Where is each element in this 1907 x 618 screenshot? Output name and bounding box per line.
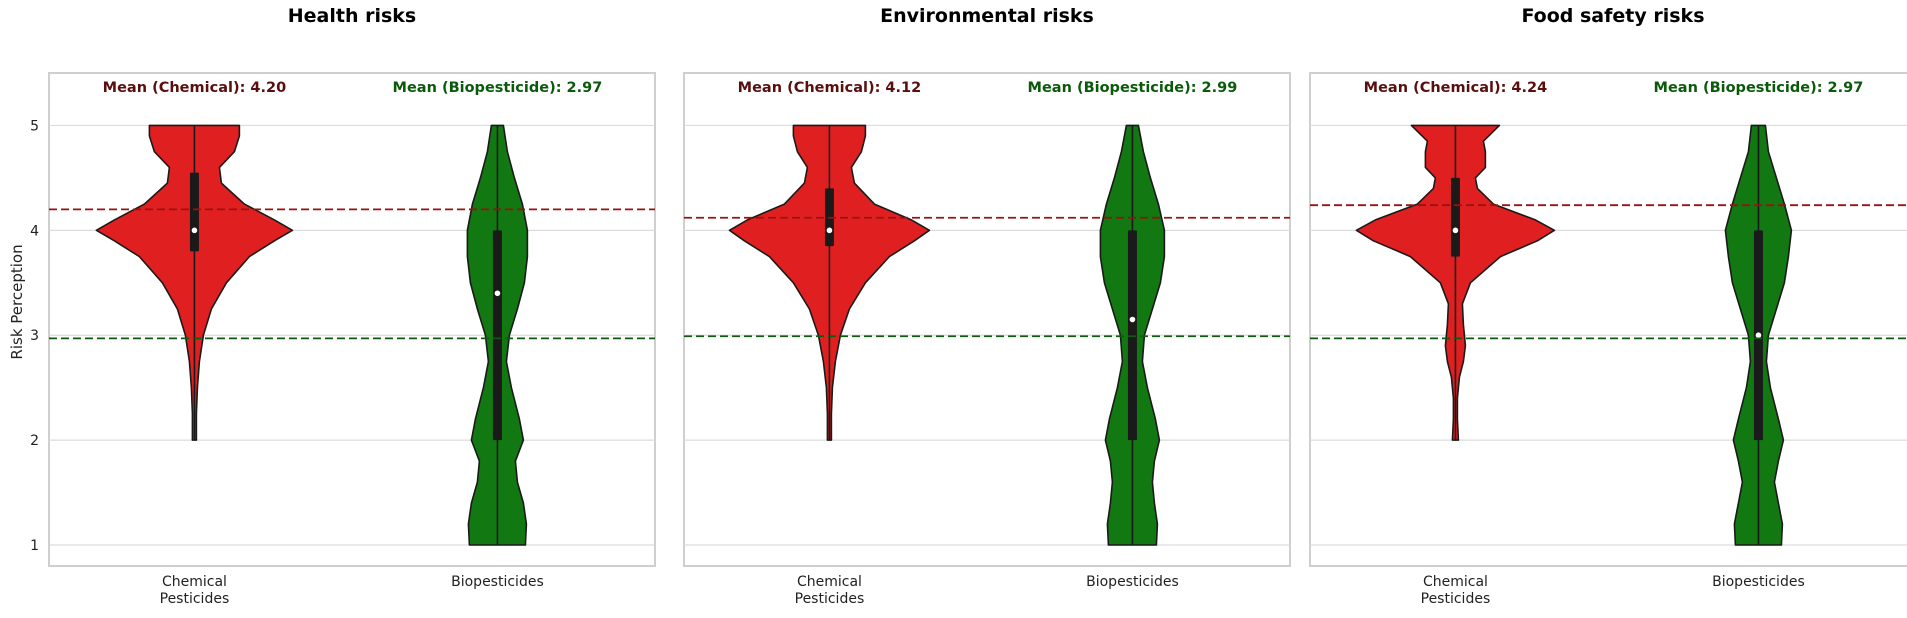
x-tick-line: Biopesticides (451, 574, 544, 590)
x-tick-label: Biopesticides (1086, 574, 1179, 590)
median-marker (494, 290, 501, 297)
x-tick-line: Pesticides (160, 591, 230, 607)
plot-area (48, 72, 656, 567)
median-marker (1129, 316, 1136, 323)
y-tick-label: 4 (30, 223, 39, 239)
panel-1: 1 2 3 4 5 Health risks Mean (Chemical): 4.20 Me… (30, 5, 656, 607)
median-marker (826, 227, 833, 234)
x-tick-line: Chemical (162, 574, 227, 590)
mean-chemical-label: Mean (Chemical): 4.20 (103, 80, 287, 96)
panels: 1 2 3 4 5 Health risks Mean (Chemical): 4.20 Me… (30, 5, 1907, 607)
x-tick-line: Pesticides (1421, 591, 1491, 607)
x-tick-line: Chemical (1423, 574, 1488, 590)
mean-biopesticide-label: Mean (Biopesticide): 2.99 (1028, 80, 1238, 96)
x-tick-label: Biopesticides (451, 574, 544, 590)
panel-title: Food safety risks (1521, 5, 1704, 27)
plot-area (683, 72, 1291, 567)
median-marker (1755, 332, 1762, 339)
y-tick-label: 5 (30, 118, 39, 134)
mean-biopesticide-label: Mean (Biopesticide): 2.97 (1654, 80, 1864, 96)
x-tick-line: Biopesticides (1712, 574, 1805, 590)
iqr-box (1127, 230, 1137, 441)
panel-3: Food safety risks Mean (Chemical): 4.24 Me… (1309, 5, 1907, 607)
iqr-box (189, 172, 199, 252)
x-tick-label: Chemical Pesticides (160, 574, 230, 607)
mean-chemical-label: Mean (Chemical): 4.24 (1364, 80, 1548, 96)
y-tick-label: 1 (30, 538, 39, 554)
x-tick-line: Pesticides (795, 591, 865, 607)
median-marker (191, 227, 198, 234)
x-tick-line: Chemical (797, 574, 862, 590)
iqr-box (492, 230, 502, 441)
panel-title: Health risks (288, 5, 416, 27)
panel-title: Environmental risks (880, 5, 1094, 27)
panel-2: Environmental risks Mean (Chemical): 4.12… (683, 5, 1291, 607)
y-tick-label: 2 (30, 433, 39, 449)
x-tick-line: Biopesticides (1086, 574, 1179, 590)
x-tick-label: Biopesticides (1712, 574, 1805, 590)
y-tick-label: 3 (30, 328, 39, 344)
iqr-box (1450, 177, 1460, 257)
x-tick-label: Chemical Pesticides (795, 574, 865, 607)
x-tick-label: Chemical Pesticides (1421, 574, 1491, 607)
mean-biopesticide-label: Mean (Biopesticide): 2.97 (393, 80, 603, 96)
median-marker (1452, 227, 1459, 234)
y-axis-label: Risk Perception (8, 244, 26, 359)
mean-chemical-label: Mean (Chemical): 4.12 (738, 80, 922, 96)
plot-area (1309, 72, 1907, 567)
